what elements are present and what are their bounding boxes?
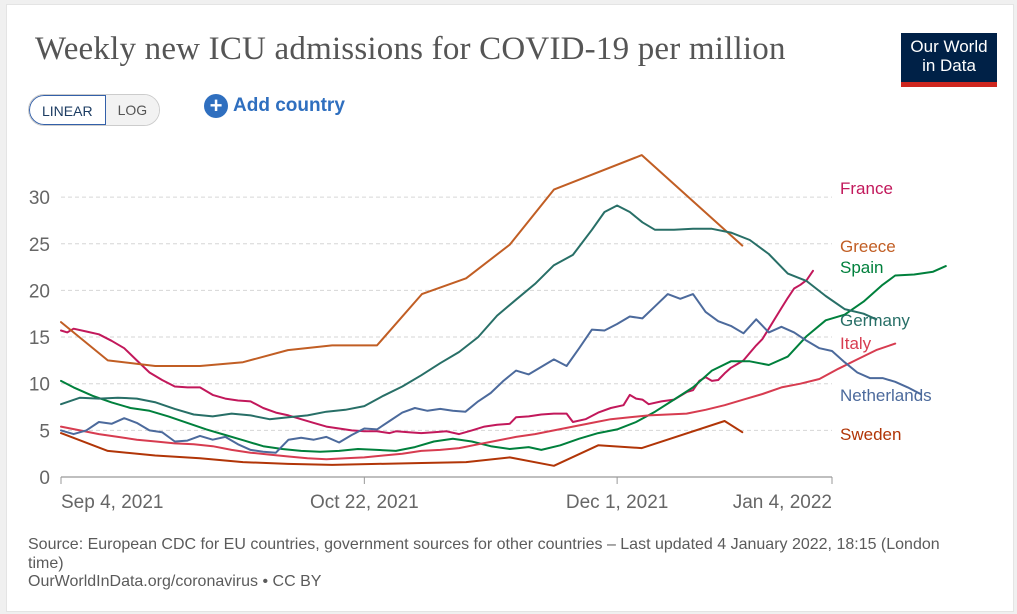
y-tick-label: 15 [29,328,50,349]
series-line-spain [60,265,947,453]
series-line-sweden [60,420,744,467]
series-label-spain[interactable]: Spain [840,258,883,277]
series-label-greece[interactable]: Greece [840,237,896,256]
y-tick-label: 20 [29,281,50,302]
series-label-germany[interactable]: Germany [840,311,910,330]
series-label-france[interactable]: France [840,179,893,198]
series-line-france [60,269,814,436]
source-url[interactable]: OurWorldInData.org/coronavirus • CC BY [28,573,322,590]
chart-title: Weekly new ICU admissions for COVID-19 p… [35,31,786,67]
plus-circle-icon: + [204,94,228,118]
y-tick-label: 25 [29,235,50,256]
series-label-italy[interactable]: Italy [840,334,872,353]
y-tick-label: 10 [29,375,50,396]
logo-line-2: in Data [922,56,976,75]
owid-logo[interactable]: Our World in Data [901,33,997,87]
add-country-label: Add country [233,95,345,116]
x-tick-label: Oct 22, 2021 [310,492,419,513]
scale-toggle: LINEAR LOG [28,94,161,126]
log-button[interactable]: LOG [105,95,160,125]
series-line-greece [60,154,744,367]
series-label-netherlands[interactable]: Netherlands [840,386,932,405]
chart-card: Weekly new ICU admissions for COVID-19 p… [6,4,1014,612]
source-note: Source: European CDC for EU countries, g… [28,536,940,572]
y-tick-label: 30 [29,188,50,209]
linear-button[interactable]: LINEAR [29,95,106,125]
series-label-sweden[interactable]: Sweden [840,425,901,444]
series-line-netherlands [60,293,922,454]
logo-line-1: Our World [910,37,988,56]
x-tick-label: Sep 4, 2021 [61,492,163,513]
x-tick-label: Dec 1, 2021 [566,492,668,513]
x-tick-label: Jan 4, 2022 [733,492,832,513]
chart-footer: Source: European CDC for EU countries, g… [28,536,968,592]
y-tick-label: 5 [39,421,50,442]
series-line-germany [60,204,878,421]
logo-accent-bar [901,82,997,87]
series-line-italy [60,342,897,461]
y-tick-label: 0 [39,468,50,489]
add-country-button[interactable]: + Add country [204,94,345,118]
